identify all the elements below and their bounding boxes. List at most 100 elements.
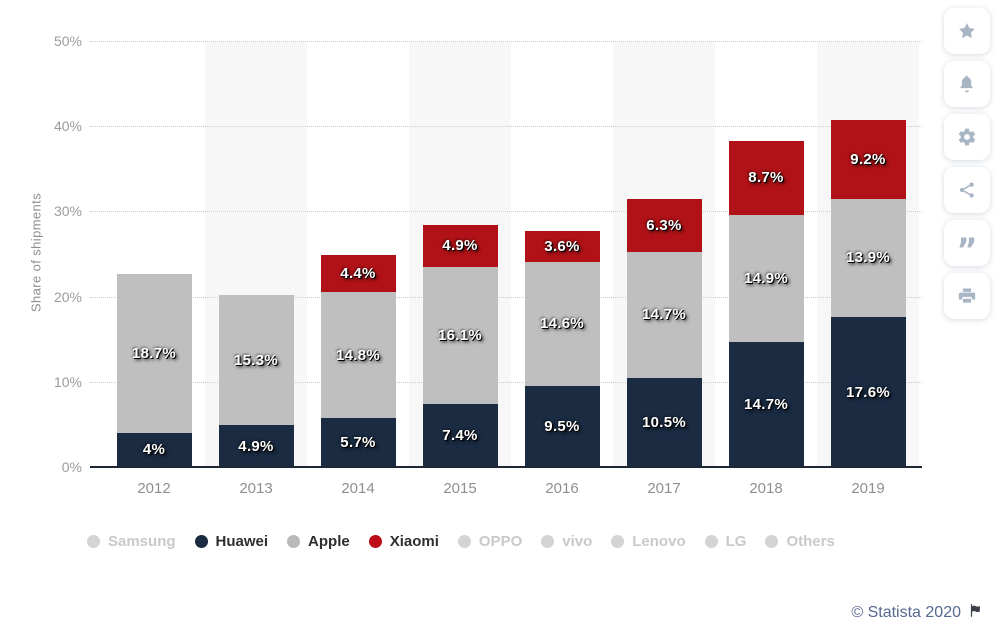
bar-segment-huawei-2018[interactable]: 14.7% <box>728 341 804 467</box>
legend-item-xiaomi[interactable]: Xiaomi <box>368 532 439 550</box>
bar-value-label: 9.5% <box>544 418 580 436</box>
bar-segment-xiaomi-2018[interactable]: 8.7% <box>728 140 804 215</box>
settings-gear-icon <box>957 127 977 147</box>
bar-segment-apple-2017[interactable]: 14.7% <box>626 252 702 378</box>
bar-value-label: 9.2% <box>850 150 886 168</box>
favorite-star-icon <box>957 21 977 41</box>
legend: Samsung Huawei Apple Xiaomi OPPO vivo Lenovo LG… <box>87 530 835 552</box>
bar-segment-xiaomi-2015[interactable]: 4.9% <box>422 225 498 267</box>
legend-label: LG <box>725 532 747 550</box>
x-tick-label-2014: 2014 <box>341 480 375 497</box>
legend-item-oppo[interactable]: OPPO <box>457 532 523 550</box>
legend-item-others[interactable]: Others <box>765 533 835 550</box>
bar-value-label: 14.7% <box>641 306 687 324</box>
bar-segment-huawei-2016[interactable]: 9.5% <box>524 386 600 467</box>
bar-value-label: 14.6% <box>539 315 585 333</box>
legend-item-huawei[interactable]: Huawei <box>194 532 269 550</box>
bar-value-label: 10.5% <box>641 413 687 431</box>
legend-item-samsung[interactable]: Samsung <box>87 533 176 550</box>
bar-value-label: 7.4% <box>442 426 478 444</box>
legend-dot-vivo <box>541 534 555 548</box>
legend-label: Xiaomi <box>389 532 439 550</box>
bar-value-label: 16.1% <box>437 326 483 344</box>
bar-segment-huawei-2015[interactable]: 7.4% <box>422 403 498 467</box>
settings-gear-button[interactable] <box>944 114 990 160</box>
bar-segment-apple-2018[interactable]: 14.9% <box>728 214 804 342</box>
legend-dot-oppo <box>457 534 471 548</box>
y-tick-label-40%: 40% <box>53 118 82 135</box>
bar-segment-xiaomi-2014[interactable]: 4.4% <box>320 254 396 293</box>
bar-segment-huawei-2017[interactable]: 10.5% <box>626 377 702 467</box>
bar-value-label: 4.4% <box>340 265 376 283</box>
legend-item-apple[interactable]: Apple <box>287 533 350 550</box>
action-toolbar: ” <box>944 8 990 319</box>
bar-segment-huawei-2012[interactable]: 4% <box>116 432 192 467</box>
gridline-20% <box>90 296 922 298</box>
bar-value-label: 14.8% <box>335 346 381 364</box>
x-tick-label-2012: 2012 <box>137 480 171 497</box>
cite-quote-button[interactable]: ” <box>944 220 990 266</box>
gridline-40% <box>90 126 922 128</box>
bar-segment-xiaomi-2017[interactable]: 6.3% <box>626 198 702 253</box>
legend-label: OPPO <box>478 532 523 550</box>
legend-item-lenovo[interactable]: Lenovo <box>611 533 686 550</box>
bar-value-label: 3.6% <box>544 237 580 255</box>
cite-quote-icon: ” <box>956 231 978 269</box>
legend-dot-xiaomi <box>368 534 382 548</box>
x-tick-label-2018: 2018 <box>749 480 783 497</box>
copyright-text: © Statista 2020 <box>851 604 961 621</box>
x-axis-line <box>90 466 922 468</box>
bar-value-label: 13.9% <box>845 249 891 267</box>
share-button[interactable] <box>944 167 990 213</box>
legend-item-vivo[interactable]: vivo <box>541 533 592 550</box>
bar-segment-apple-2019[interactable]: 13.9% <box>830 198 906 318</box>
print-button[interactable] <box>944 273 990 319</box>
bar-segment-xiaomi-2016[interactable]: 3.6% <box>524 231 600 262</box>
bar-segment-huawei-2013[interactable]: 4.9% <box>218 425 294 467</box>
x-tick-label-2016: 2016 <box>545 480 579 497</box>
copyright-credit: © Statista 2020 <box>851 602 984 624</box>
legend-dot-lg <box>704 534 718 548</box>
x-tick-label-2013: 2013 <box>239 480 273 497</box>
bar-segment-xiaomi-2019[interactable]: 9.2% <box>830 120 906 199</box>
bar-value-label: 18.7% <box>131 344 177 362</box>
gridline-10% <box>90 381 922 383</box>
bar-segment-huawei-2014[interactable]: 5.7% <box>320 418 396 467</box>
y-tick-label-10%: 10% <box>53 373 82 390</box>
notifications-bell-button[interactable] <box>944 61 990 107</box>
legend-label: vivo <box>562 532 593 550</box>
bar-value-label: 4.9% <box>442 237 478 255</box>
bar-segment-huawei-2019[interactable]: 17.6% <box>830 317 906 467</box>
bar-segment-apple-2014[interactable]: 14.8% <box>320 292 396 419</box>
legend-dot-others <box>765 534 779 548</box>
notifications-bell-icon <box>957 74 977 94</box>
gridline-50% <box>90 41 922 42</box>
bar-value-label: 5.7% <box>340 434 376 452</box>
y-tick-label-20%: 20% <box>53 288 82 305</box>
legend-dot-apple <box>287 534 301 548</box>
favorite-star-button[interactable] <box>944 8 990 54</box>
x-tick-label-2019: 2019 <box>851 480 885 497</box>
legend-dot-samsung <box>87 534 100 548</box>
print-icon <box>957 286 977 306</box>
plot-area: 0% 10% 20% 30% 40% 50% 4% 18.7% 4.9% 15.3% 5.7% 14… <box>54 33 922 497</box>
bar-segment-apple-2015[interactable]: 16.1% <box>422 266 498 404</box>
bar-value-label: 14.9% <box>743 269 789 287</box>
bar-value-label: 4.9% <box>238 437 274 455</box>
legend-dot-lenovo <box>611 534 625 548</box>
legend-label: Apple <box>308 532 350 550</box>
bar-value-label: 17.6% <box>845 383 891 401</box>
bar-segment-apple-2013[interactable]: 15.3% <box>218 294 294 426</box>
y-axis-title: Share of shipments <box>28 192 44 313</box>
y-tick-label-30%: 30% <box>53 203 82 220</box>
bar-value-label: 6.3% <box>646 216 682 234</box>
bar-segment-apple-2012[interactable]: 18.7% <box>116 273 192 433</box>
y-tick-label-0%: 0% <box>61 459 82 475</box>
bar-segment-apple-2016[interactable]: 14.6% <box>524 261 600 387</box>
y-tick-label-50%: 50% <box>53 33 82 49</box>
bar-value-label: 15.3% <box>233 351 279 369</box>
bar-value-label: 4% <box>142 441 166 459</box>
legend-item-lg[interactable]: LG <box>704 532 747 550</box>
share-icon <box>957 180 977 200</box>
legend-label: Huawei <box>215 532 269 550</box>
